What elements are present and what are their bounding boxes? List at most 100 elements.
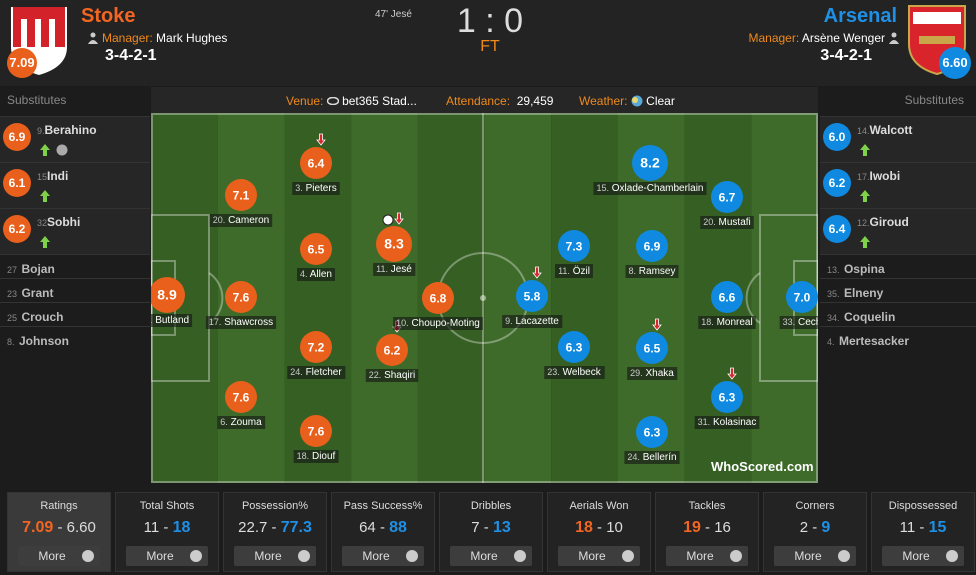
substitute-row: 35. Elneny (820, 278, 976, 302)
stat-home: 7.09 (22, 519, 54, 536)
more-button[interactable]: More (450, 546, 532, 566)
stat-values: 11 - 15 (872, 519, 974, 537)
player: 7.3 11. Özil (555, 230, 593, 278)
more-button[interactable]: More (126, 546, 208, 566)
sub-on-icon (40, 143, 68, 161)
sub-off-icon (532, 266, 542, 279)
stat-label: Aerials Won (569, 500, 629, 512)
player-label: 11. Özil (558, 265, 590, 277)
substitute-number: 23 (7, 289, 18, 299)
stat-home: 22.7 (238, 519, 268, 536)
more-icon (82, 550, 94, 562)
substitute-name: Berahino (44, 123, 97, 137)
player-label: 31. Kolasinac (698, 417, 757, 428)
substitute-row: 6.1 15Indi (0, 162, 150, 208)
substitute-number: 25 (7, 313, 18, 323)
player: 6.3 31. Kolasinac (694, 367, 760, 429)
more-button[interactable]: More (234, 546, 316, 566)
player-name: Mustafi (719, 217, 751, 228)
substitute-row: 13. Ospina (820, 254, 976, 278)
goal-icon (382, 214, 394, 226)
substitute-name: Indi (47, 169, 69, 183)
substitute-name: Crouch (21, 310, 64, 324)
more-label: More (794, 549, 822, 563)
player-marker (786, 281, 818, 313)
manager-name: Mark Hughes (156, 31, 228, 45)
player-label-bg (555, 264, 593, 278)
sub-on-icon (860, 143, 870, 161)
sub-on-icon (860, 189, 870, 207)
player: 6.8 10. Choupo-Moting (393, 282, 483, 330)
substitute-row: 6.0 14.Walcott (820, 116, 976, 162)
player-number: 3. (295, 183, 303, 193)
player-name: Cameron (228, 215, 269, 226)
away-team: Arsenal (823, 5, 897, 27)
player-number: 10. (396, 318, 409, 328)
stat-separator: - (919, 519, 925, 536)
substitute-row: 6.9 9.Berahino (0, 116, 150, 162)
player-rating: 7.3 (566, 240, 583, 254)
player-label-bg (593, 182, 707, 195)
substitute-row: 25 Crouch (0, 302, 150, 326)
player-name: Fletcher (306, 367, 343, 378)
more-label: More (362, 549, 390, 563)
substitute-label: 9.Berahino (37, 121, 97, 139)
stat-values: 7 - 13 (440, 519, 542, 537)
substitute-rating: 6.1 (3, 169, 31, 197)
stat-box: Possession% 22.7 - 77.3 More (223, 492, 327, 572)
player-label: 23. Welbeck (547, 367, 601, 378)
player-rating: 8.2 (640, 155, 660, 171)
substitute-label: 27 Bojan (7, 260, 55, 278)
substitute-name: Giroud (869, 215, 909, 229)
player-label-bg (292, 182, 340, 195)
away-substitutes: Substitutes 6.0 14.Walcott 6.2 17.Iwobi 6.4 1… (820, 87, 976, 487)
player-number: 4. (300, 269, 308, 279)
player-name: Zouma (231, 417, 263, 428)
substitute-name: Walcott (869, 123, 913, 137)
player-marker (558, 331, 590, 363)
more-button[interactable]: More (774, 546, 856, 566)
player-rating: 6.3 (644, 426, 661, 440)
pitch: 8.9 1. Butland 7.6 17. Shawcross 7.1 20. Came… (151, 113, 818, 483)
player-number: 20. (703, 217, 716, 227)
player: 7.2 24. Fletcher (287, 331, 346, 379)
more-button[interactable]: More (558, 546, 640, 566)
home-rating: 7.09 (7, 48, 37, 78)
attendance-label: Attendance: (446, 94, 511, 108)
stat-home: 18 (575, 519, 593, 536)
player-label: 33. Cech (783, 317, 818, 328)
substitute-label: 8. Johnson (7, 332, 69, 350)
stat-away: 88 (389, 519, 407, 536)
home-team: Stoke (81, 5, 136, 27)
more-label: More (254, 549, 282, 563)
player-name: Shaqiri (384, 370, 415, 381)
player-label-bg (151, 314, 193, 327)
player-label-bg (365, 369, 419, 382)
stat-box: Corners 2 - 9 More (763, 492, 867, 572)
stat-label: Dispossessed (888, 500, 958, 512)
player-label-bg (544, 366, 605, 379)
player-number: 22. (369, 370, 382, 380)
weather-label: Weather: (579, 94, 628, 108)
more-label: More (470, 549, 498, 563)
sub-on-icon (40, 235, 50, 253)
player-marker (636, 230, 668, 262)
more-icon (298, 550, 310, 562)
player-name: Welbeck (563, 367, 602, 378)
player: 8.9 1. Butland (151, 277, 193, 327)
substitute-rating: 6.9 (3, 123, 31, 151)
substitute-name: Grant (21, 286, 54, 300)
more-button[interactable]: More (882, 546, 964, 566)
player-marker (300, 331, 332, 363)
stat-home: 11 (899, 519, 916, 536)
player-label-bg (287, 366, 346, 379)
player-label-bg (698, 316, 756, 329)
more-button[interactable]: More (342, 546, 424, 566)
more-button[interactable]: More (666, 546, 748, 566)
player-number: 9. (505, 316, 513, 326)
substitute-name: Sobhi (47, 215, 81, 229)
player-label-bg (297, 268, 335, 281)
stat-home: 11 (143, 519, 160, 536)
player-label: 11. Jesé (376, 264, 412, 275)
more-button[interactable]: More (18, 546, 100, 566)
